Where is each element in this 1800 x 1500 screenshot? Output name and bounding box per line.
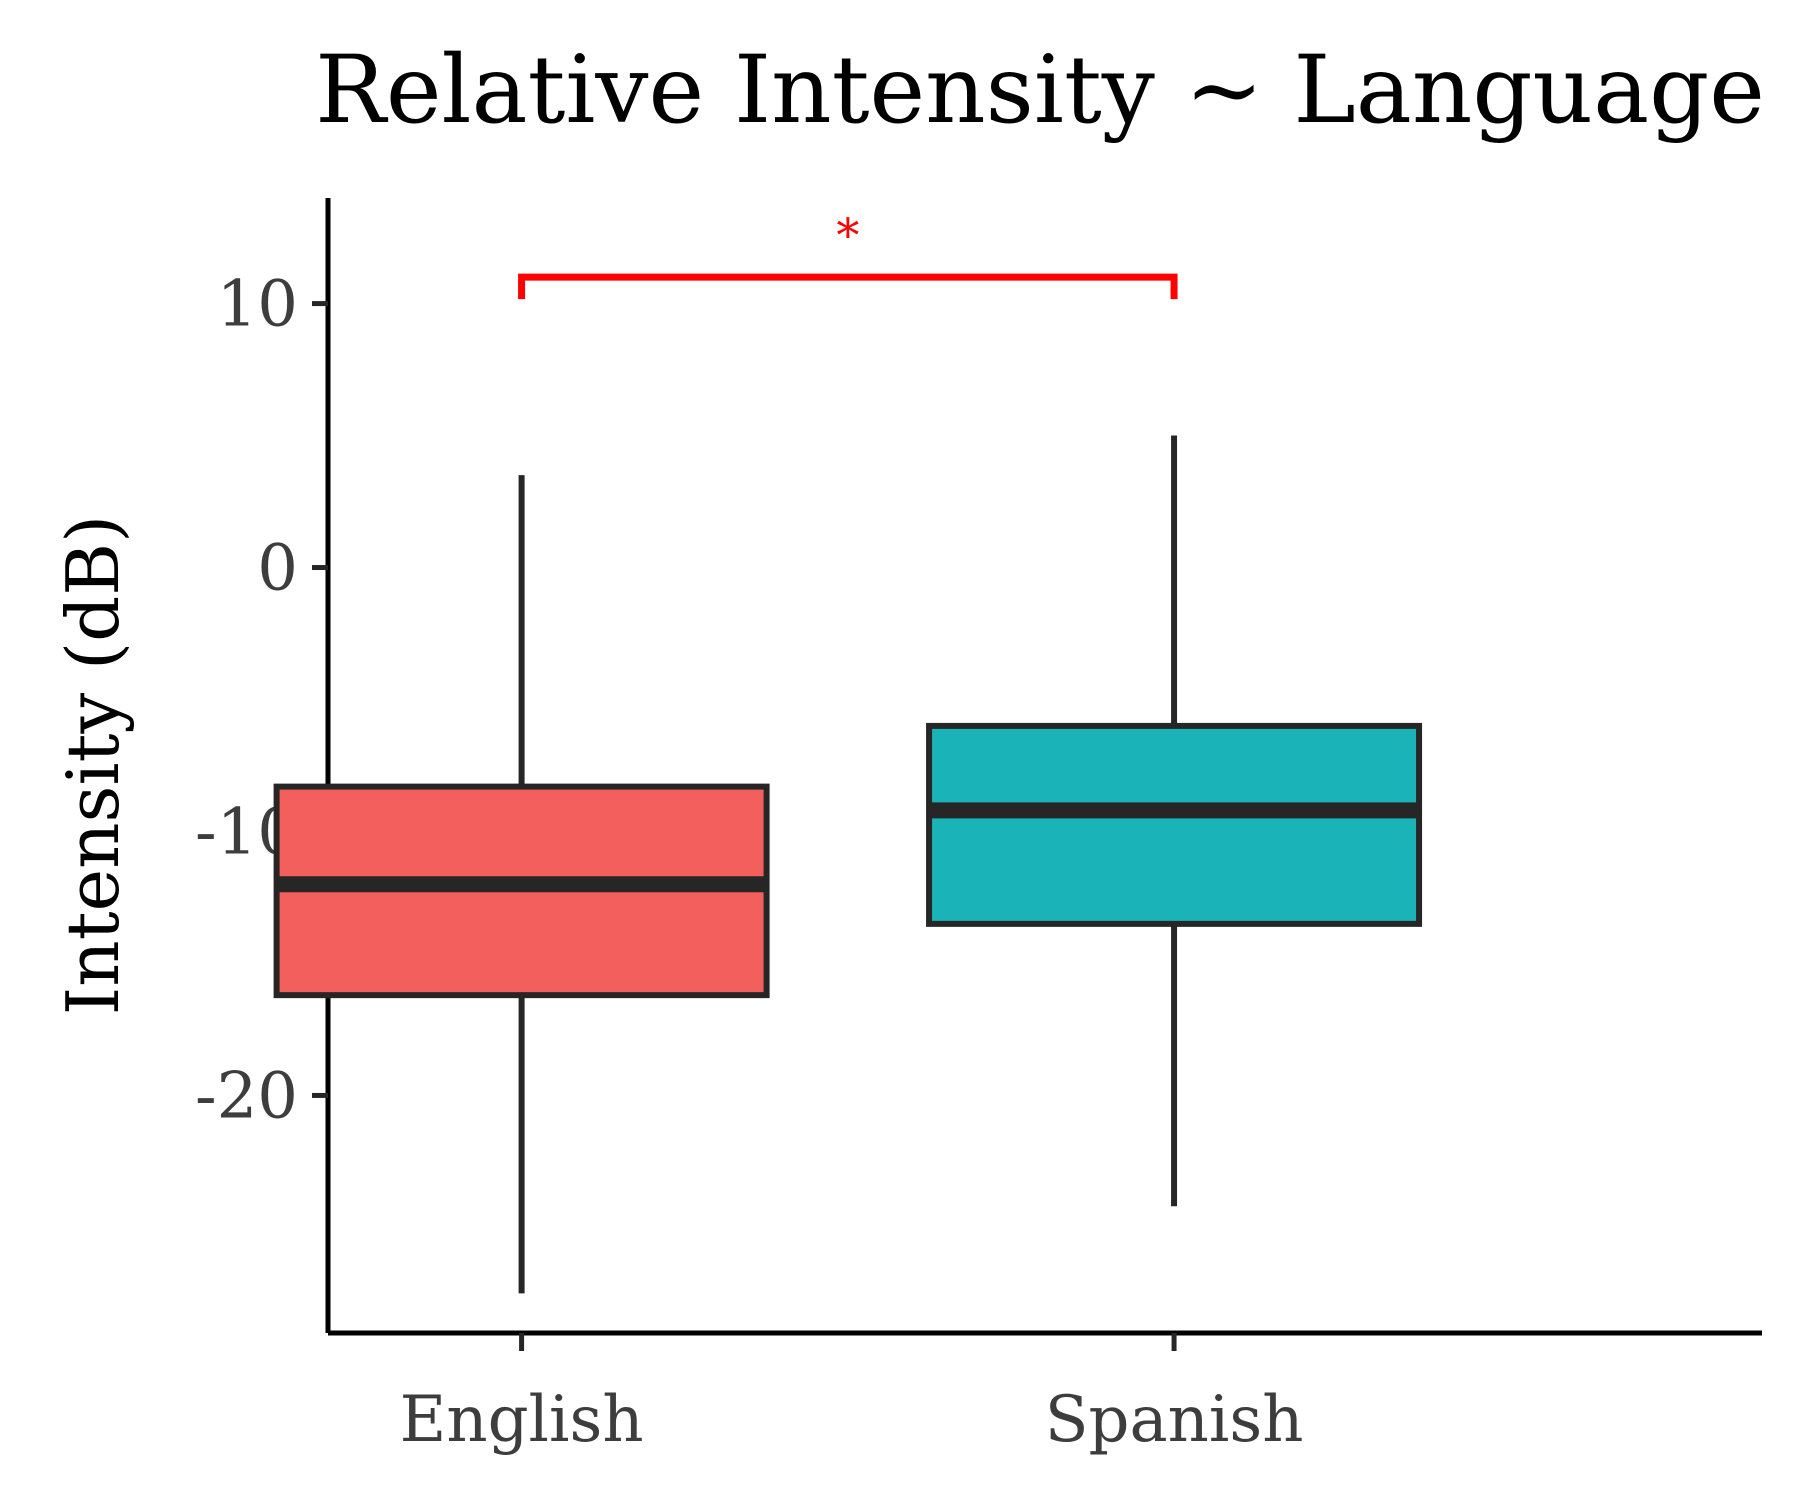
significance-bracket — [518, 273, 1178, 300]
x-tick-label: English — [400, 1383, 644, 1457]
y-tick-label: 10 — [217, 268, 298, 342]
significance-label: * — [836, 208, 859, 262]
y-tick-label: -20 — [195, 1059, 298, 1133]
chart-title: Relative Intensity ~ Language — [315, 36, 1765, 145]
y-axis-title: Intensity (dB) — [51, 515, 135, 1015]
x-tick-label: Spanish — [1045, 1383, 1304, 1457]
box-spanish — [926, 722, 1423, 927]
y-tick-label: 0 — [257, 532, 298, 606]
